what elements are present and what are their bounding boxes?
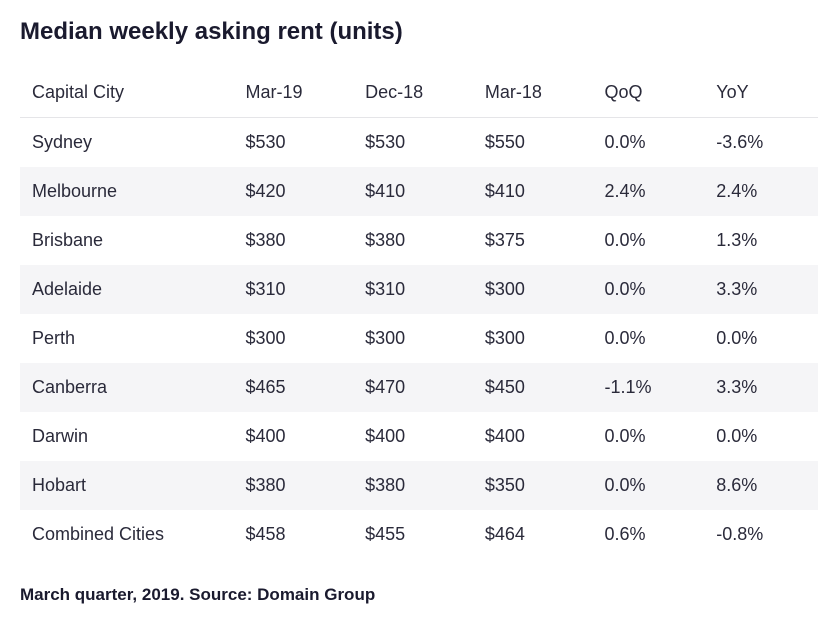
table-cell: $310 xyxy=(355,265,475,314)
table-cell: $300 xyxy=(475,265,595,314)
table-cell: 0.0% xyxy=(595,461,707,510)
table-cell: Melbourne xyxy=(20,167,235,216)
table-cell: 3.3% xyxy=(706,363,818,412)
col-header-mar18: Mar-18 xyxy=(475,68,595,118)
table-cell: $410 xyxy=(475,167,595,216)
table-cell: $400 xyxy=(475,412,595,461)
table-cell: 0.6% xyxy=(595,510,707,559)
table-row: Perth$300$300$3000.0%0.0% xyxy=(20,314,818,363)
table-row: Sydney$530$530$5500.0%-3.6% xyxy=(20,118,818,168)
col-header-qoq: QoQ xyxy=(595,68,707,118)
col-header-yoy: YoY xyxy=(706,68,818,118)
table-cell: $464 xyxy=(475,510,595,559)
table-cell: $550 xyxy=(475,118,595,168)
table-cell: $380 xyxy=(235,216,355,265)
table-cell: $530 xyxy=(355,118,475,168)
col-header-city: Capital City xyxy=(20,68,235,118)
table-row: Darwin$400$400$4000.0%0.0% xyxy=(20,412,818,461)
table-cell: -0.8% xyxy=(706,510,818,559)
table-row: Adelaide$310$310$3000.0%3.3% xyxy=(20,265,818,314)
table-cell: 0.0% xyxy=(595,216,707,265)
table-cell: $465 xyxy=(235,363,355,412)
table-cell: 8.6% xyxy=(706,461,818,510)
table-cell: 0.0% xyxy=(595,412,707,461)
table-cell: $300 xyxy=(235,314,355,363)
table-header-row: Capital City Mar-19 Dec-18 Mar-18 QoQ Yo… xyxy=(20,68,818,118)
table-cell: 0.0% xyxy=(595,118,707,168)
footnote: March quarter, 2019. Source: Domain Grou… xyxy=(20,585,818,605)
table-cell: $530 xyxy=(235,118,355,168)
table-cell: 3.3% xyxy=(706,265,818,314)
table-cell: $375 xyxy=(475,216,595,265)
table-cell: Combined Cities xyxy=(20,510,235,559)
table-cell: $420 xyxy=(235,167,355,216)
table-cell: $380 xyxy=(355,216,475,265)
col-header-dec18: Dec-18 xyxy=(355,68,475,118)
page-title: Median weekly asking rent (units) xyxy=(20,18,818,46)
table-cell: 0.0% xyxy=(706,412,818,461)
table-cell: -1.1% xyxy=(595,363,707,412)
table-cell: $350 xyxy=(475,461,595,510)
table-cell: Brisbane xyxy=(20,216,235,265)
table-cell: $380 xyxy=(355,461,475,510)
rent-table: Capital City Mar-19 Dec-18 Mar-18 QoQ Yo… xyxy=(20,68,818,559)
table-cell: $410 xyxy=(355,167,475,216)
table-row: Melbourne$420$410$4102.4%2.4% xyxy=(20,167,818,216)
table-cell: -3.6% xyxy=(706,118,818,168)
table-cell: Canberra xyxy=(20,363,235,412)
table-cell: Darwin xyxy=(20,412,235,461)
table-cell: Adelaide xyxy=(20,265,235,314)
table-cell: Sydney xyxy=(20,118,235,168)
table-cell: $400 xyxy=(235,412,355,461)
table-row: Canberra$465$470$450-1.1%3.3% xyxy=(20,363,818,412)
table-body: Sydney$530$530$5500.0%-3.6%Melbourne$420… xyxy=(20,118,818,560)
table-cell: $300 xyxy=(355,314,475,363)
table-cell: $380 xyxy=(235,461,355,510)
col-header-mar19: Mar-19 xyxy=(235,68,355,118)
table-cell: $310 xyxy=(235,265,355,314)
table-cell: $470 xyxy=(355,363,475,412)
table-cell: $455 xyxy=(355,510,475,559)
table-cell: $400 xyxy=(355,412,475,461)
table-cell: 0.0% xyxy=(706,314,818,363)
table-cell: 2.4% xyxy=(595,167,707,216)
table-cell: Perth xyxy=(20,314,235,363)
table-cell: 2.4% xyxy=(706,167,818,216)
table-cell: 0.0% xyxy=(595,314,707,363)
table-cell: 1.3% xyxy=(706,216,818,265)
table-cell: $450 xyxy=(475,363,595,412)
table-cell: 0.0% xyxy=(595,265,707,314)
table-row: Brisbane$380$380$3750.0%1.3% xyxy=(20,216,818,265)
table-cell: $300 xyxy=(475,314,595,363)
table-row: Combined Cities$458$455$4640.6%-0.8% xyxy=(20,510,818,559)
table-row: Hobart$380$380$3500.0%8.6% xyxy=(20,461,818,510)
table-cell: Hobart xyxy=(20,461,235,510)
table-cell: $458 xyxy=(235,510,355,559)
